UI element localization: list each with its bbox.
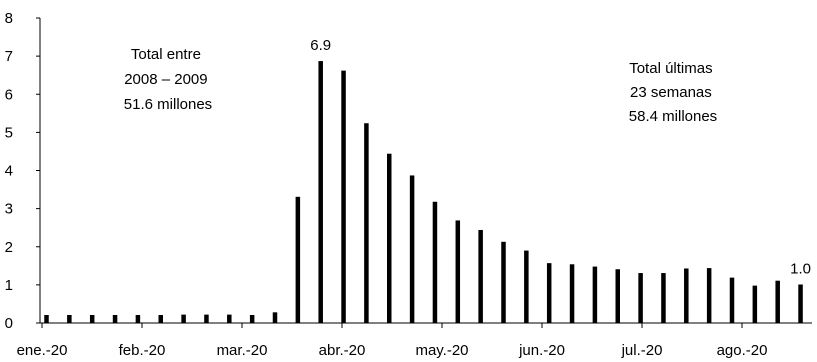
bar: [752, 285, 758, 323]
bar: [387, 153, 392, 323]
bar: [181, 314, 186, 323]
bar: [249, 314, 255, 323]
bar: [89, 314, 95, 323]
bar: [112, 314, 118, 323]
bar: [158, 314, 163, 323]
bar: [341, 70, 346, 323]
bars-group: [44, 61, 803, 324]
x-tick-label: feb.-20: [119, 342, 166, 359]
annotation-left-line-3: 51.6 millones: [124, 96, 212, 113]
x-tick-label: abr.-20: [319, 342, 366, 359]
y-axis-ticks: 0 1 2 3 4 5 6 7 8: [5, 10, 40, 332]
x-tick-label: ene.-20: [17, 342, 68, 359]
bar: [706, 268, 712, 323]
bar: [798, 284, 803, 323]
bar: [204, 314, 209, 323]
bar: [478, 229, 483, 323]
annotation-right-line-1: Total últimas: [629, 60, 712, 77]
bar: [661, 273, 666, 323]
bar: [729, 277, 735, 323]
x-tick-label: mar.-20: [217, 342, 268, 359]
bar: [638, 273, 643, 323]
bar: [135, 314, 141, 323]
y-tick-label: 0: [5, 315, 13, 332]
bar: [272, 312, 278, 323]
y-tick-label: 6: [5, 86, 13, 103]
bar: [409, 175, 415, 323]
bar: [684, 268, 689, 323]
bar: [67, 314, 72, 323]
bar: [546, 263, 552, 323]
data-labels-group: 6.9 1.0: [310, 37, 811, 277]
y-tick-label: 1: [5, 277, 13, 294]
bar: [44, 314, 49, 323]
x-tick-label: may.-20: [415, 342, 468, 359]
annotation-left: Total entre 2008 – 2009 51.6 millones: [124, 46, 212, 113]
annotation-right-line-3: 58.4 millones: [629, 108, 717, 125]
bar: [432, 201, 438, 323]
bar: [318, 61, 323, 324]
bar: [569, 264, 575, 323]
annotation-left-line-1: Total entre: [131, 46, 201, 63]
y-tick-label: 3: [5, 201, 13, 218]
annotation-left-line-2: 2008 – 2009: [124, 71, 207, 88]
bar: [615, 269, 620, 323]
bar: [501, 241, 506, 323]
bar: [295, 196, 301, 323]
data-label: 6.9: [310, 37, 331, 54]
y-tick-label: 8: [5, 10, 13, 27]
bar: [364, 123, 369, 323]
x-tick-label: ago.-20: [717, 342, 768, 359]
y-tick-label: 7: [5, 48, 13, 65]
annotation-right: Total últimas 23 semanas 58.4 millones: [629, 60, 717, 125]
x-tick-label: jun.-20: [518, 342, 565, 359]
bar: [524, 250, 529, 323]
bar: [227, 314, 232, 323]
y-tick-label: 4: [5, 163, 13, 180]
x-axis-ticks: ene.-20 feb.-20 mar.-20 abr.-20 may.-20 jun.-…: [17, 323, 768, 359]
annotation-right-line-2: 23 semanas: [630, 84, 712, 101]
data-label: 1.0: [790, 260, 811, 277]
y-tick-label: 2: [5, 239, 13, 256]
bar: [775, 280, 780, 323]
bar: [592, 266, 598, 323]
y-tick-label: 5: [5, 124, 13, 141]
bar: [455, 220, 461, 323]
x-tick-label: jul.-20: [621, 342, 663, 359]
